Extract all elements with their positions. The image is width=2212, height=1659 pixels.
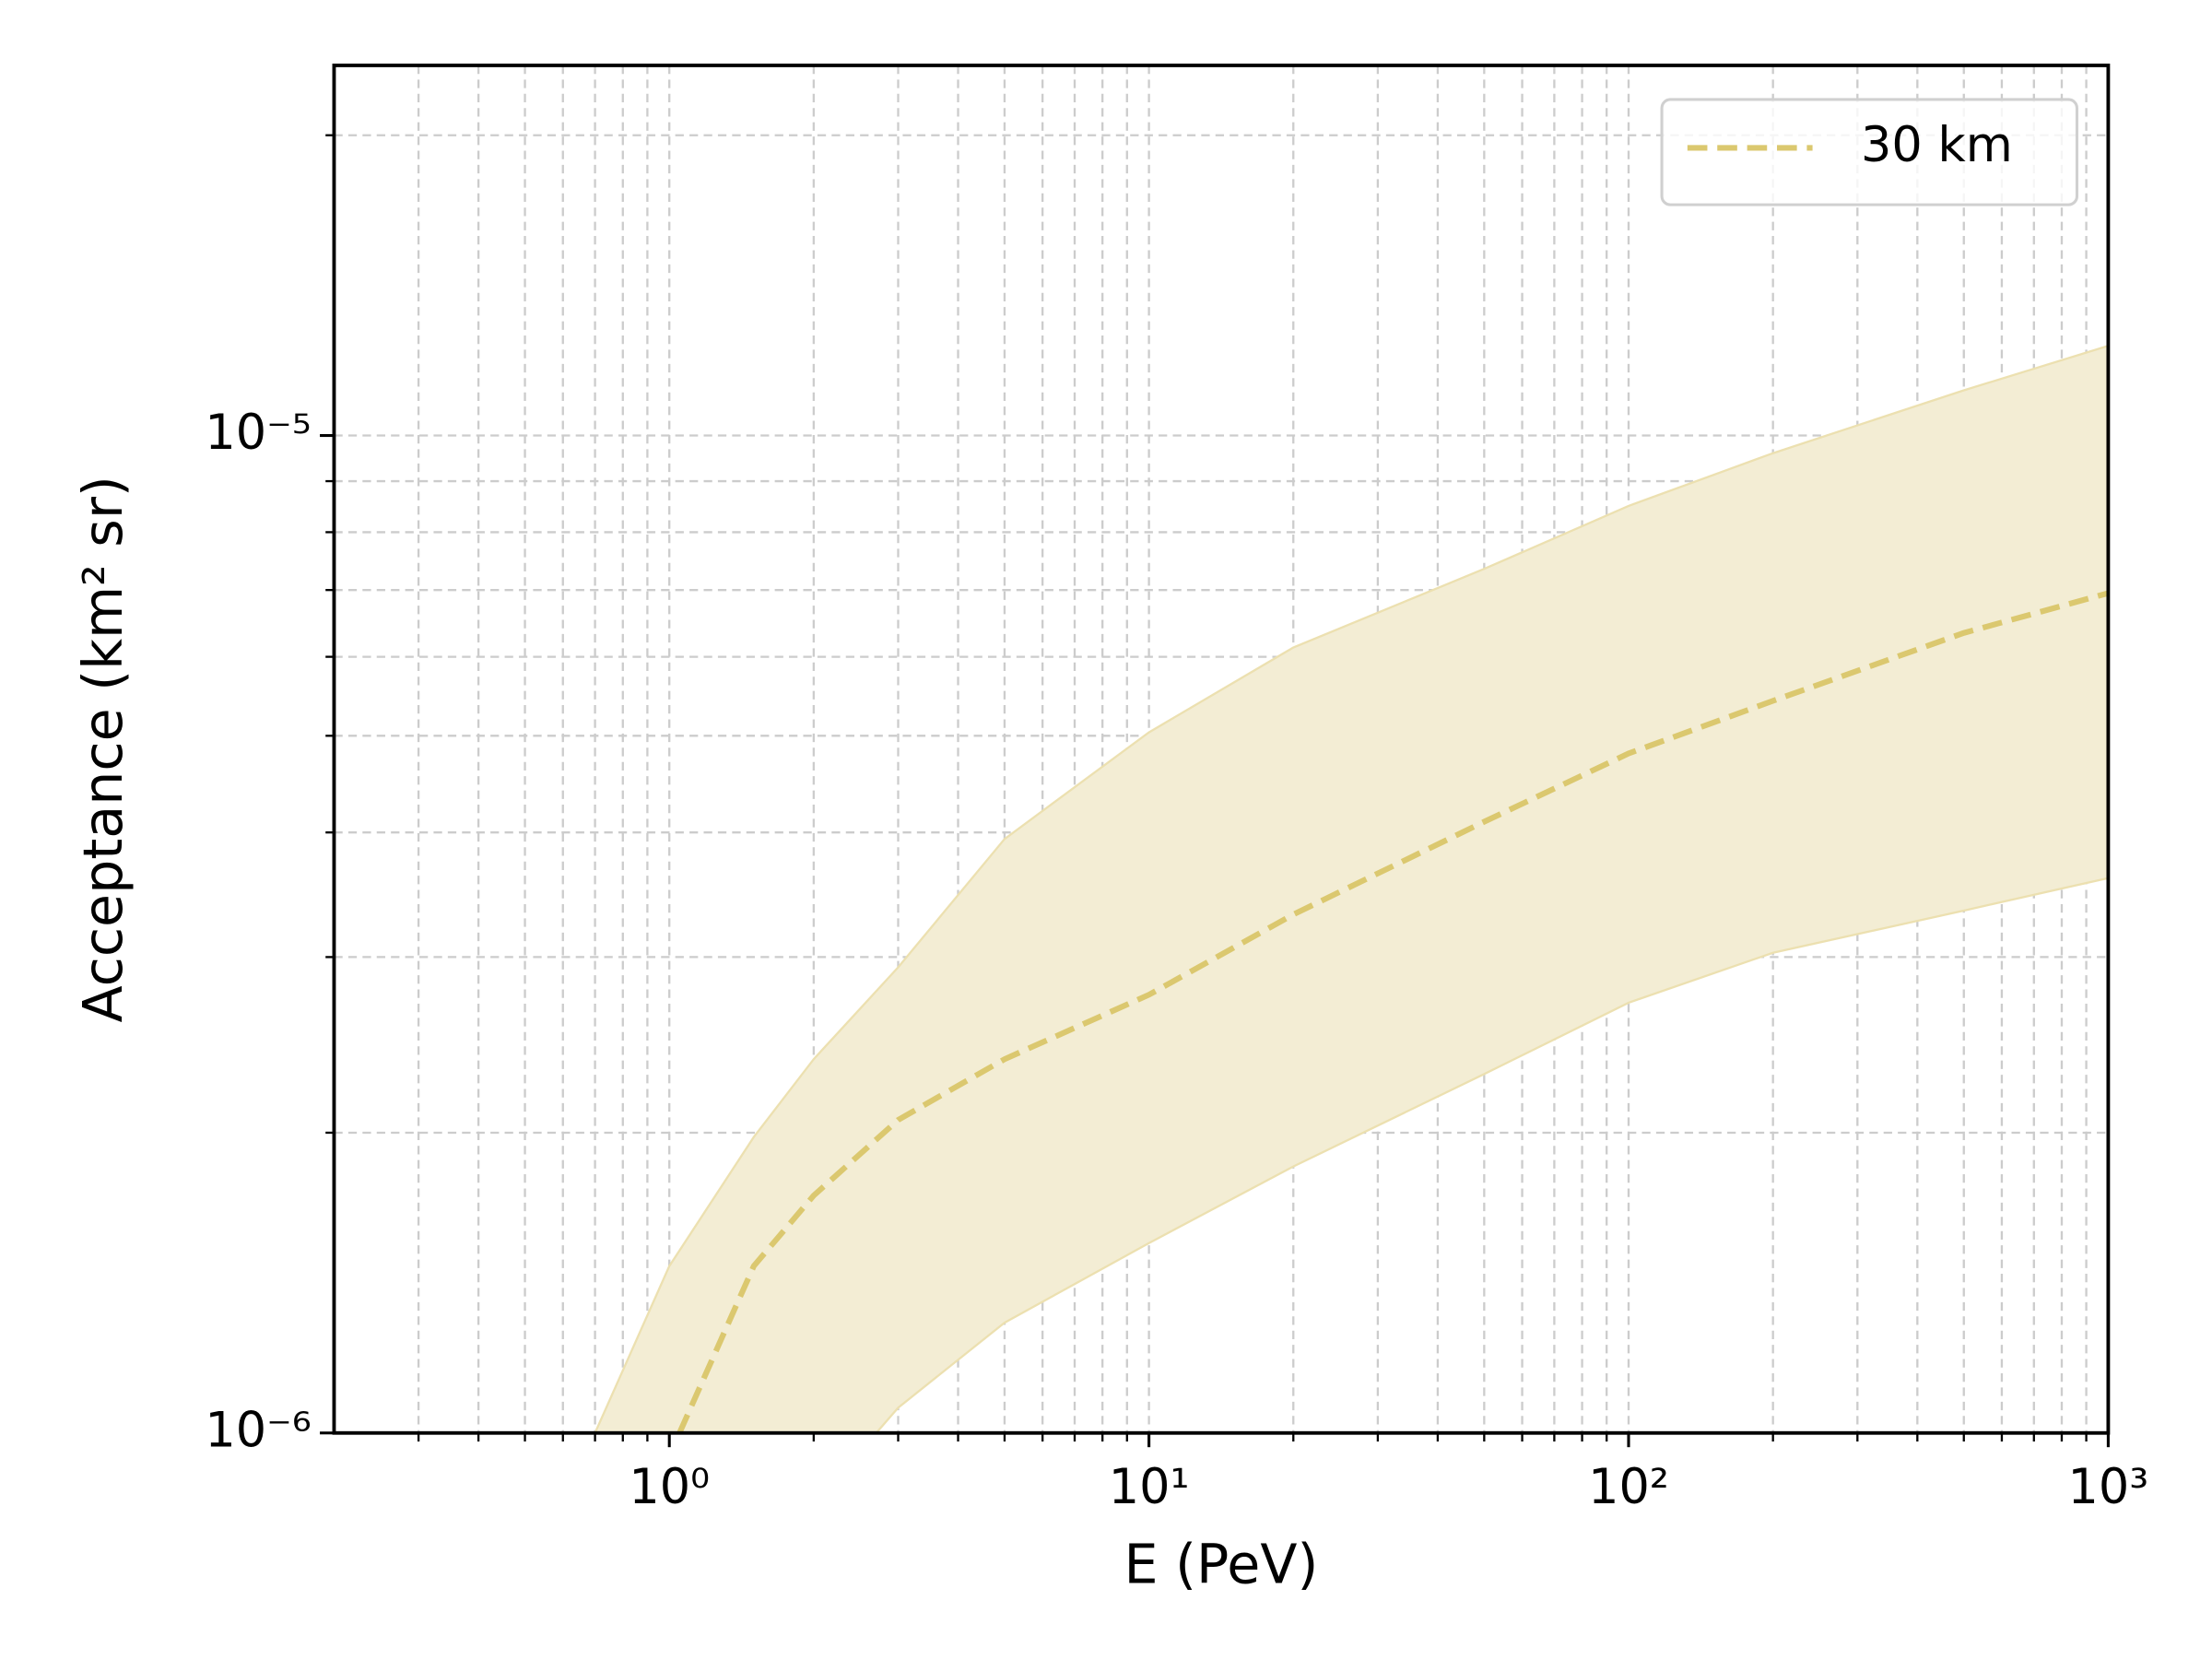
uncertainty-band bbox=[594, 345, 2109, 1433]
axes-frame bbox=[332, 64, 2111, 1435]
y-axis-label: Acceptance (km² sr) bbox=[72, 476, 135, 1022]
x-tick-label: 10³ bbox=[2068, 1459, 2149, 1515]
legend: 30 km bbox=[1660, 98, 2079, 206]
y-tick-label: 10⁻⁵ bbox=[205, 405, 311, 461]
ticks: 10⁰ 10¹ 10² 10³ 10⁻⁶ 10⁻⁵ bbox=[205, 134, 2149, 1515]
plot-area bbox=[594, 345, 2109, 1433]
x-tick-label: 10¹ bbox=[1109, 1459, 1190, 1515]
y-tick-label: 10⁻⁶ bbox=[205, 1402, 311, 1458]
legend-box bbox=[1660, 98, 2079, 206]
x-tick-label: 10² bbox=[1588, 1459, 1669, 1515]
x-tick-label: 10⁰ bbox=[629, 1459, 710, 1515]
x-axis-label: E (PeV) bbox=[1124, 1533, 1319, 1595]
legend-label: 30 km bbox=[1861, 117, 2013, 173]
series-line bbox=[677, 590, 2109, 1433]
